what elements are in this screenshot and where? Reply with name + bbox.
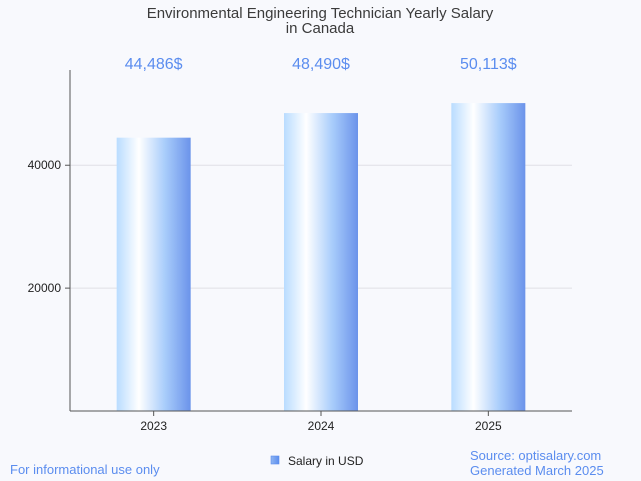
footer-generated: Generated March 2025 — [470, 463, 604, 478]
y-tick-label: 20000 — [28, 281, 62, 295]
value-label-2025: 50,113$ — [460, 56, 517, 73]
legend-swatch — [270, 455, 280, 465]
axes — [65, 70, 572, 416]
x-tick-label-2023: 2023 — [140, 419, 167, 433]
y-tick-label: 40000 — [28, 158, 62, 172]
chart-title-line-1: Environmental Engineering Technician Yea… — [147, 5, 494, 22]
labels: 20000 40000 44,486$ 2023 48,490$ 2024 50,113$ 2… — [28, 56, 517, 433]
value-label-2023: 44,486$ — [125, 56, 183, 73]
bar-2023 — [116, 137, 191, 411]
legend-label: Salary in USD — [288, 454, 364, 468]
bar-2024 — [284, 113, 358, 412]
bars — [116, 103, 526, 412]
footer-note: For informational use only — [10, 462, 160, 477]
value-label-2024: 48,490$ — [292, 56, 350, 73]
bar-2025 — [451, 103, 526, 411]
chart-title-line-2: in Canada — [286, 20, 355, 37]
footer-source: Source: optisalary.com — [470, 448, 601, 463]
x-tick-label-2024: 2024 — [308, 419, 335, 433]
x-tick-label-2025: 2025 — [475, 419, 502, 433]
legend: Salary in USD — [270, 454, 364, 468]
